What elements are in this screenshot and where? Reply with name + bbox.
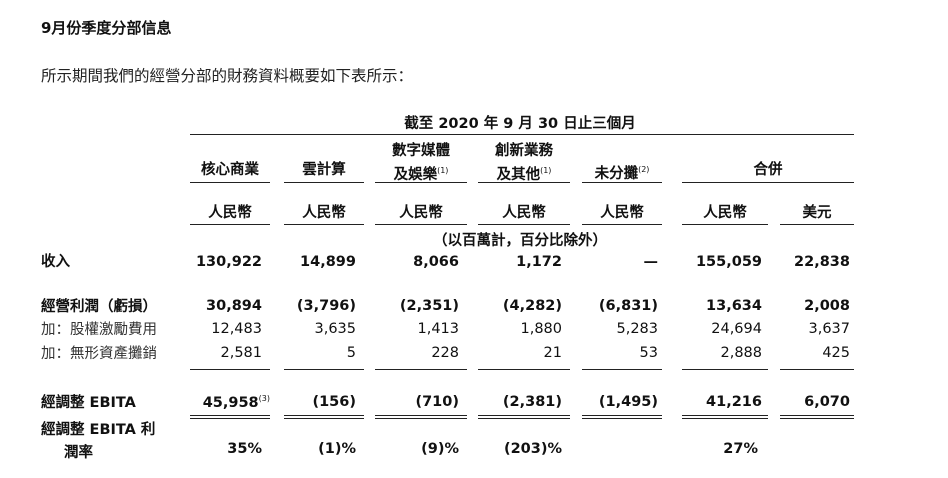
sbc-c3: 1,413 xyxy=(417,321,459,337)
cur-rule-6 xyxy=(682,224,768,225)
margin-c2: (1)% xyxy=(318,441,356,457)
col-rule-1 xyxy=(190,182,270,183)
sub-rule-3 xyxy=(375,369,467,370)
row-label-margin-line2: 潤率 xyxy=(64,445,93,461)
row-label-margin-line1: 經調整 EBITA 利 xyxy=(41,422,156,438)
col-header-cloud: 雲計算 xyxy=(302,162,346,178)
sbc-c6: 24,694 xyxy=(711,321,762,337)
currency-c2: 人民幣 xyxy=(302,205,346,221)
intro-text: 所示期間我們的經營分部的財務資料概要如下表所示： xyxy=(41,67,414,85)
amort-c7: 425 xyxy=(822,345,850,361)
ebita-rule-2a xyxy=(284,415,364,416)
cur-rule-4 xyxy=(478,224,570,225)
ebita-rule-2b xyxy=(284,418,364,419)
col-rule-3 xyxy=(375,182,467,183)
sub-rule-4 xyxy=(478,369,570,370)
amort-c4: 21 xyxy=(543,345,562,361)
sub-rule-6 xyxy=(682,369,768,370)
op-income-c3: (2,351) xyxy=(399,298,459,314)
cur-rule-1 xyxy=(190,224,270,225)
col-rule-2 xyxy=(284,182,364,183)
col-header-innovation: 創新業務 及其他(1) xyxy=(495,143,553,183)
amort-c6: 2,888 xyxy=(720,345,762,361)
ebita-rule-1a xyxy=(190,415,270,416)
revenue-c6: 155,059 xyxy=(695,254,762,270)
cur-rule-7 xyxy=(780,224,854,225)
margin-c3: (9)% xyxy=(421,441,459,457)
revenue-c7: 22,838 xyxy=(794,254,850,270)
amort-c1: 2,581 xyxy=(220,345,262,361)
row-label-revenue: 收入 xyxy=(41,254,70,270)
section-heading: 9月份季度分部信息 xyxy=(41,19,172,37)
ebita-c5: (1,495) xyxy=(598,394,658,410)
sbc-c4: 1,880 xyxy=(520,321,562,337)
ebita-rule-1b xyxy=(190,418,270,419)
cur-rule-3 xyxy=(375,224,467,225)
ebita-rule-5b xyxy=(582,418,662,419)
row-label-amort: 加：無形資產攤銷 xyxy=(41,346,157,362)
ebita-rule-4b xyxy=(478,418,570,419)
col-header-digital-media: 數字媒體 及娛樂(1) xyxy=(392,143,450,183)
currency-c7: 美元 xyxy=(802,205,832,221)
currency-c6: 人民幣 xyxy=(703,205,747,221)
sbc-c5: 5,283 xyxy=(616,321,658,337)
margin-c6: 27% xyxy=(723,441,758,457)
sbc-c2: 3,635 xyxy=(314,321,356,337)
sub-rule-1 xyxy=(190,369,270,370)
ebita-rule-6b xyxy=(682,418,768,419)
amort-c2: 5 xyxy=(346,345,356,361)
col-rule-4 xyxy=(478,182,570,183)
op-income-c6: 13,634 xyxy=(706,298,762,314)
amort-c5: 53 xyxy=(639,345,658,361)
currency-c3: 人民幣 xyxy=(399,205,443,221)
col-header-unallocated: 未分攤(2) xyxy=(594,165,650,182)
ebita-rule-3a xyxy=(375,415,467,416)
unit-note: （以百萬計，百分比除外） xyxy=(433,233,607,249)
row-label-sbc: 加：股權激勵費用 xyxy=(41,322,157,338)
sbc-c1: 12,483 xyxy=(211,321,262,337)
revenue-c1: 130,922 xyxy=(195,254,262,270)
op-income-c5: (6,831) xyxy=(598,298,658,314)
ebita-rule-5a xyxy=(582,415,662,416)
sbc-c7: 3,637 xyxy=(808,321,850,337)
currency-c5: 人民幣 xyxy=(600,205,644,221)
ebita-rule-4a xyxy=(478,415,570,416)
row-label-ebita: 經調整 EBITA xyxy=(41,395,136,411)
revenue-c2: 14,899 xyxy=(300,254,356,270)
row-label-op-income: 經營利潤（虧損） xyxy=(41,299,157,315)
op-income-c4: (4,282) xyxy=(502,298,562,314)
ebita-c7: 6,070 xyxy=(804,394,850,410)
op-income-c1: 30,894 xyxy=(206,298,262,314)
period-header: 截至 2020 年 9 月 30 日止三個月 xyxy=(404,116,636,132)
col-rule-5 xyxy=(582,182,662,183)
cur-rule-2 xyxy=(284,224,364,225)
period-rule xyxy=(190,134,854,135)
sub-rule-2 xyxy=(284,369,364,370)
currency-c4: 人民幣 xyxy=(502,205,546,221)
ebita-c6: 41,216 xyxy=(706,394,762,410)
ebita-rule-7b xyxy=(780,418,854,419)
ebita-c4: (2,381) xyxy=(502,394,562,410)
ebita-rule-7a xyxy=(780,415,854,416)
col-rule-6 xyxy=(682,182,854,183)
margin-c1: 35% xyxy=(227,441,262,457)
col-header-consolidated: 合併 xyxy=(753,162,783,178)
ebita-rule-3b xyxy=(375,418,467,419)
sub-rule-7 xyxy=(780,369,854,370)
revenue-c5: — xyxy=(643,254,659,270)
sub-rule-5 xyxy=(582,369,662,370)
margin-c4: (203)% xyxy=(503,441,562,457)
col-header-core-commerce: 核心商業 xyxy=(201,162,259,178)
amort-c3: 228 xyxy=(431,345,459,361)
currency-c1: 人民幣 xyxy=(208,205,252,221)
ebita-rule-6a xyxy=(682,415,768,416)
ebita-c3: (710) xyxy=(415,394,459,410)
ebita-c2: (156) xyxy=(312,394,356,410)
ebita-c1: 45,958(3) xyxy=(202,394,270,411)
op-income-c7: 2,008 xyxy=(804,298,850,314)
op-income-c2: (3,796) xyxy=(296,298,356,314)
revenue-c3: 8,066 xyxy=(413,254,459,270)
revenue-c4: 1,172 xyxy=(516,254,562,270)
cur-rule-5 xyxy=(582,224,662,225)
